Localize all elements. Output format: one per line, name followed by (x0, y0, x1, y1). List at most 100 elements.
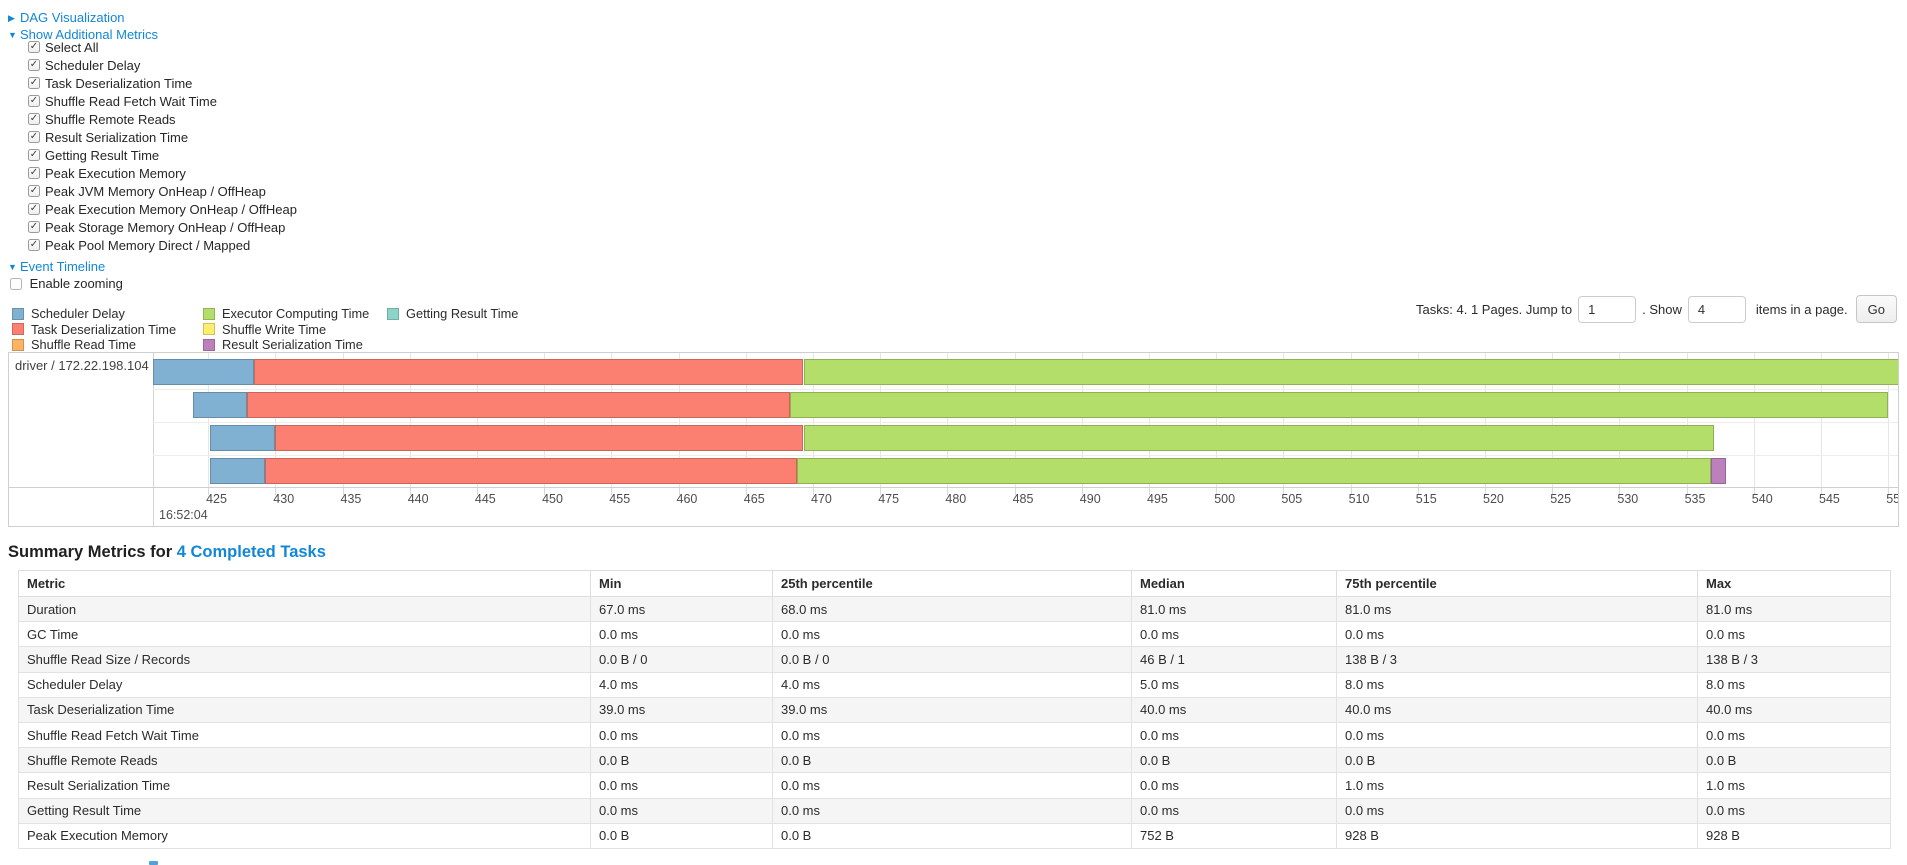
axis-gridline (1821, 353, 1822, 487)
checkbox-label: Result Serialization Time (45, 129, 189, 145)
summary-table-row: Scheduler Delay 4.0 ms 4.0 ms 5.0 ms 8.0 ms 8… (18, 671, 1891, 698)
enable-zooming-checkbox[interactable] (10, 278, 22, 290)
axis-tick-mark (1149, 487, 1150, 495)
metric-checkbox-row: ✓ Shuffle Remote Reads (28, 110, 297, 128)
axis-gridline (1283, 353, 1285, 487)
enable-zooming-row: Enable zooming (10, 276, 123, 291)
task-bar-segment-scheduler_delay[interactable] (193, 392, 248, 418)
axis-gridline (409, 353, 411, 487)
task-bar-segment-scheduler_delay[interactable] (153, 359, 254, 385)
metric-value-cell: 81.0 ms (1336, 595, 1698, 623)
summary-table-row: Result Serialization Time 0.0 ms 0.0 ms 0.0… (18, 772, 1891, 799)
jump-to-page-input[interactable] (1578, 295, 1637, 323)
axis-tick-mark (1014, 487, 1016, 495)
completed-tasks-link[interactable]: 4 Completed Tasks (176, 543, 326, 561)
axis-tick-mark (476, 487, 478, 495)
executor-group-label: driver / 172.22.198.104 (15, 358, 149, 373)
axis-tick-mark (1619, 487, 1621, 495)
task-bar-segment-scheduler_delay[interactable] (209, 425, 276, 451)
axis-gridline (1753, 353, 1755, 487)
metric-checkbox-row: ✓ Peak Storage Memory OnHeap / OffHeap (28, 218, 297, 236)
checkbox-peak-storage-memory-onheap-offheap[interactable]: ✓ (28, 221, 40, 233)
metric-checkbox-row: ✓ Result Serialization Time (28, 128, 297, 146)
task-bar-segment-executor_computing[interactable] (803, 425, 1714, 451)
checkbox-shuffle-remote-reads[interactable]: ✓ (28, 113, 40, 125)
legend-swatch (387, 307, 399, 320)
metric-value-cell: 0.0 ms (772, 797, 1132, 824)
additional-metrics-link[interactable]: Show Additional Metrics (20, 27, 159, 42)
go-button[interactable]: Go (1855, 295, 1897, 323)
axis-tick-mark (1686, 487, 1688, 495)
section-toggle-event-timeline[interactable]: ▼ Event Timeline (8, 259, 105, 274)
metric-value-cell: 0.0 ms (1336, 797, 1698, 824)
axis-tick-label: 465 (743, 492, 765, 506)
metric-checkbox-row: ✓ Getting Result Time (28, 146, 297, 164)
axis-tick-mark (544, 487, 546, 495)
timeline-row-separator (153, 389, 1898, 390)
metric-value-cell: 0.0 B (772, 747, 1132, 774)
checkbox-getting-result-time[interactable]: ✓ (28, 149, 40, 161)
metric-value-cell: 0.0 ms (1336, 721, 1698, 749)
dag-visualization-link[interactable]: DAG Visualization (20, 10, 125, 25)
event-timeline-chart: driver / 172.22.198.104 425 430 435 440 445 4… (8, 352, 1899, 527)
checkbox-peak-jvm-memory-onheap-offheap[interactable]: ✓ (28, 185, 40, 197)
triangle-down-icon: ▼ (8, 30, 17, 40)
checkbox-shuffle-read-fetch-wait-time[interactable]: ✓ (28, 95, 40, 107)
metric-name-cell: Duration (18, 595, 591, 623)
event-timeline-link[interactable]: Event Timeline (20, 259, 106, 274)
axis-tick-mark (1552, 487, 1554, 495)
task-bar-segment-task_deserialization[interactable] (247, 392, 791, 418)
metric-value-cell: 0.0 ms (590, 621, 773, 648)
metric-value-cell: 0.0 B (1336, 747, 1698, 774)
legend-label: Getting Result Time (406, 306, 519, 322)
axis-tick-mark (1485, 487, 1486, 495)
task-bar-segment-result_serialization[interactable] (1710, 458, 1726, 484)
legend-label: Task Deserialization Time (31, 321, 177, 337)
checkbox-peak-execution-memory[interactable]: ✓ (28, 167, 40, 179)
metric-name-cell: Scheduler Delay (18, 671, 591, 698)
axis-gridline (611, 353, 613, 487)
task-bar-segment-task_deserialization[interactable] (264, 458, 797, 484)
section-toggle-additional-metrics[interactable]: ▼ Show Additional Metrics (8, 27, 158, 42)
axis-tick-mark (1821, 487, 1822, 495)
axis-gridline (476, 353, 478, 487)
checkbox-select-all[interactable]: ✓ (28, 41, 40, 53)
metric-value-cell: 1.0 ms (1336, 772, 1698, 799)
checkbox-peak-pool-memory-direct-mapped[interactable]: ✓ (28, 239, 40, 251)
axis-tick-mark (275, 487, 277, 495)
axis-gridline (678, 353, 680, 487)
checkbox-label: Select All (45, 39, 99, 55)
metric-value-cell: 81.0 ms (1131, 595, 1337, 623)
axis-tick-label: 480 (945, 492, 967, 506)
summary-metrics-title: Summary Metrics for 4 Completed Tasks (8, 543, 326, 562)
metric-value-cell: 0.0 B (590, 822, 773, 849)
task-bar-segment-executor_computing[interactable] (803, 359, 1898, 385)
task-bar-segment-task_deserialization[interactable] (275, 425, 804, 451)
axis-tick-label: 520 (1483, 492, 1504, 506)
metric-value-cell: 0.0 ms (590, 772, 773, 799)
checkbox-peak-execution-memory-onheap-offheap[interactable]: ✓ (28, 203, 40, 215)
axis-tick-label: 540 (1751, 492, 1773, 506)
show-items-input[interactable] (1687, 295, 1746, 323)
axis-tick-mark (1753, 487, 1755, 495)
axis-gridline (1686, 353, 1688, 487)
metric-value-cell: 0.0 ms (1131, 772, 1337, 799)
axis-gridline (208, 353, 210, 487)
section-toggle-dag-visualization[interactable]: ▶ DAG Visualization (8, 10, 125, 25)
axis-tick-mark (1081, 487, 1083, 495)
task-bar-segment-executor_computing[interactable] (796, 458, 1711, 484)
axis-tick-mark (208, 487, 210, 495)
checkbox-result-serialization-time[interactable]: ✓ (28, 131, 40, 143)
checkbox-scheduler-delay[interactable]: ✓ (28, 59, 40, 71)
metric-name-cell: Getting Result Time (18, 797, 591, 824)
axis-tick-mark (880, 487, 882, 495)
triangle-down-icon: ▼ (8, 262, 17, 272)
task-bar-segment-task_deserialization[interactable] (253, 359, 804, 385)
checkbox-task-deserialization-time[interactable]: ✓ (28, 77, 40, 89)
checkbox-label: Scheduler Delay (45, 57, 141, 73)
task-bar-segment-scheduler_delay[interactable] (209, 458, 265, 484)
metric-value-cell: 0.0 ms (1336, 621, 1698, 648)
timeline-legend: Scheduler Delay Task Deserialization Time… (12, 306, 567, 353)
task-bar-segment-executor_computing[interactable] (790, 392, 1889, 418)
